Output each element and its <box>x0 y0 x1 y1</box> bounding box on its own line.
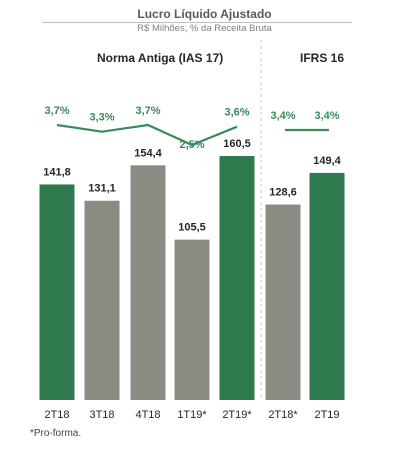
bar-2T19* <box>219 156 255 400</box>
bar-2T18* <box>265 204 301 400</box>
value-label: 149,4 <box>313 155 341 167</box>
category-label: 2T19* <box>222 409 252 421</box>
margin-label: 3,3% <box>89 112 114 124</box>
value-label: 128,6 <box>269 187 297 199</box>
bar-1T19* <box>174 239 210 400</box>
bar-2T18 <box>39 184 75 400</box>
margin-label: 3,4% <box>270 110 295 122</box>
value-label: 154,4 <box>134 147 162 159</box>
value-label: 105,5 <box>178 222 206 234</box>
margin-label: 3,7% <box>44 105 69 117</box>
value-label: 160,5 <box>223 138 251 150</box>
chart-title: Lucro Líquido Ajustado <box>137 7 272 21</box>
margin-label: 3,7% <box>135 105 160 117</box>
category-label: 2T18* <box>268 409 298 421</box>
category-label: 4T18 <box>135 409 160 421</box>
title-rule <box>42 22 352 23</box>
value-label: 131,1 <box>88 183 116 195</box>
value-label: 141,8 <box>43 166 71 178</box>
chart-subtitle: R$ Milhões, % da Receita Bruta <box>137 23 272 34</box>
category-label: 3T18 <box>89 409 114 421</box>
margin-label: 3,4% <box>314 110 339 122</box>
margin-label: 3,6% <box>224 107 249 119</box>
margin-label: 2,5% <box>179 139 204 151</box>
category-label: 2T19 <box>314 409 339 421</box>
bar-3T18 <box>84 200 120 400</box>
category-label: 1T19* <box>177 409 207 421</box>
section-label-ifrs16: IFRS 16 <box>300 51 345 65</box>
section-label-ias17: Norma Antiga (IAS 17) <box>97 51 224 65</box>
category-label: 2T18 <box>44 409 69 421</box>
margin-line <box>56 123 238 147</box>
footnote: *Pro-forma. <box>30 428 82 439</box>
bar-4T18 <box>130 165 166 400</box>
bar-2T19 <box>309 172 345 400</box>
